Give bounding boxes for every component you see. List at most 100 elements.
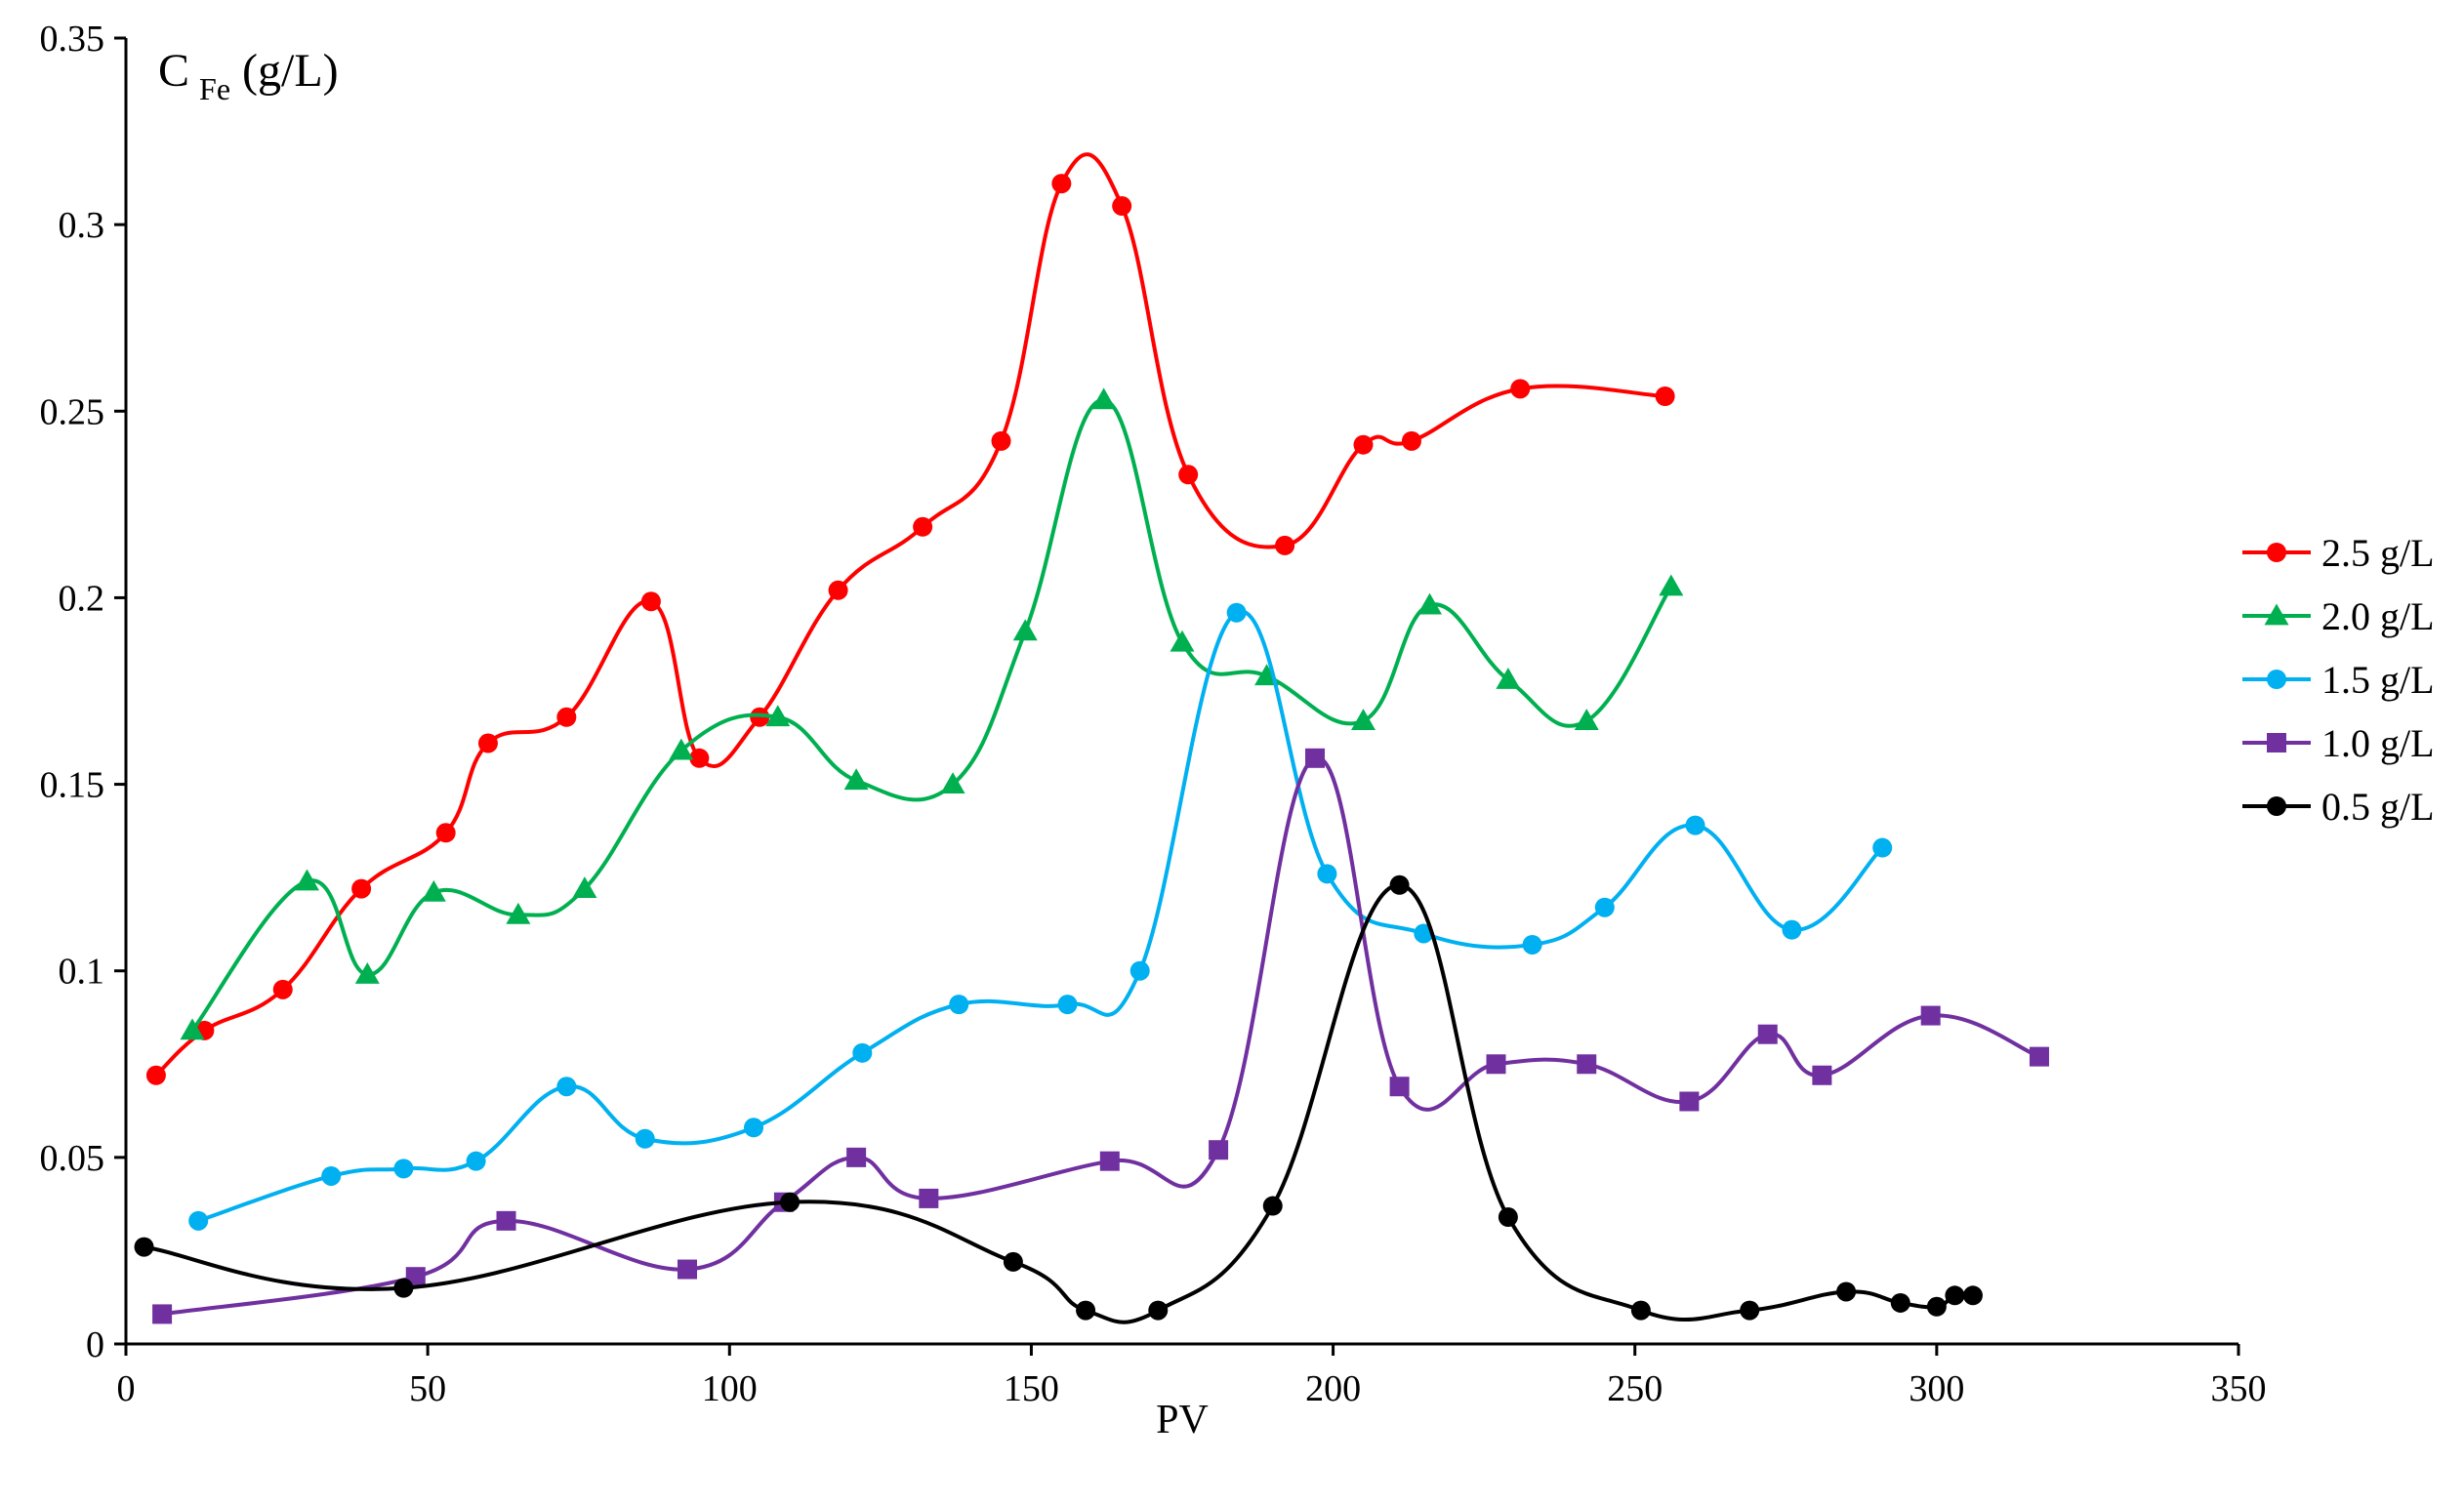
data-point [913, 516, 933, 537]
data-point [1655, 386, 1675, 406]
data-point [1926, 1296, 1947, 1317]
data-point [393, 1278, 414, 1298]
data-point [1209, 1140, 1229, 1160]
data-point [1401, 430, 1421, 451]
y-axis-label-main: C [158, 45, 189, 97]
x-tick-label: 350 [2211, 1368, 2267, 1409]
data-point [1812, 1065, 1832, 1085]
y-tick-label: 0.35 [40, 19, 105, 60]
x-tick-label: 300 [1909, 1368, 1964, 1409]
y-axis-label-subscript: Fe [199, 71, 230, 106]
data-point [1353, 434, 1374, 455]
data-point [351, 878, 372, 899]
y-tick-label: 0.15 [40, 765, 105, 806]
data-point [919, 1188, 939, 1208]
series-1-5-g-L [188, 602, 1893, 1231]
data-point [354, 962, 380, 984]
data-point [1679, 1091, 1700, 1112]
data-point [765, 705, 791, 727]
data-point [843, 768, 869, 791]
data-point [1486, 1054, 1506, 1075]
legend-marker [2267, 796, 2286, 816]
legend: 2.5 g/L 2.0 g/L 1.5 g/L 1.0 g/L 0.5 g/L [2242, 531, 2435, 829]
data-point [1051, 174, 1072, 194]
data-point [1178, 465, 1199, 485]
series-line [161, 755, 2040, 1317]
data-point [1757, 1024, 1778, 1044]
data-point [1091, 387, 1117, 410]
data-point [393, 1159, 414, 1179]
data-point [1496, 668, 1521, 689]
data-point [1003, 1251, 1023, 1272]
y-tick-label: 0.05 [40, 1138, 105, 1179]
data-point [1057, 995, 1078, 1015]
series-line [197, 609, 1884, 1223]
data-point [1317, 864, 1337, 884]
data-point [1659, 574, 1684, 596]
y-tick-label: 0.2 [59, 578, 105, 619]
series-line [144, 882, 1974, 1324]
data-point [466, 1151, 486, 1171]
legend-label: 1.5 g/L [2321, 658, 2435, 702]
legend-marker [2267, 543, 2286, 562]
data-point [188, 1210, 209, 1231]
data-point [1945, 1285, 1965, 1306]
data-point [1099, 1151, 1120, 1171]
data-point [1262, 1196, 1283, 1216]
data-point [1594, 897, 1615, 917]
data-point [1782, 919, 1802, 940]
data-point [145, 1065, 166, 1085]
series-2-0-g-L [180, 387, 1684, 1040]
data-point [678, 1259, 698, 1280]
y-axis-label-unit: (g/L) [242, 45, 339, 97]
y-axis-label: C Fe (g/L) [158, 45, 339, 106]
data-point [669, 738, 694, 760]
data-point [1076, 1300, 1096, 1321]
data-point [1012, 619, 1038, 641]
data-point [1920, 1005, 1941, 1026]
data-point [1630, 1300, 1651, 1321]
data-point [1890, 1292, 1910, 1313]
series-0-5-g-L [134, 875, 1983, 1324]
legend-marker [2267, 670, 2286, 689]
data-point [635, 1128, 655, 1149]
data-point [940, 772, 965, 793]
x-axis-label: PV [1156, 1398, 1209, 1443]
x-tick-label: 150 [1004, 1368, 1059, 1409]
y-tick-label: 0 [86, 1324, 104, 1365]
data-point [421, 879, 446, 902]
data-point [828, 580, 848, 600]
x-tick-label: 0 [117, 1368, 136, 1409]
data-point [640, 591, 661, 612]
legend-label: 1.0 g/L [2321, 721, 2435, 765]
data-point [1522, 934, 1542, 955]
y-tick-label: 0.3 [59, 205, 105, 246]
data-point [1389, 875, 1410, 895]
legend-label: 0.5 g/L [2321, 785, 2435, 829]
data-point [1836, 1281, 1857, 1302]
series-line [154, 152, 1665, 1078]
data-point [1685, 815, 1705, 835]
data-point [852, 1042, 873, 1063]
data-point [689, 748, 710, 768]
x-tick-label: 50 [409, 1368, 446, 1409]
data-point [180, 1018, 205, 1040]
data-point [556, 1077, 577, 1097]
data-point [2029, 1046, 2049, 1067]
series-2-5-g-L [145, 152, 1675, 1085]
data-point [506, 902, 531, 924]
data-point [1170, 630, 1195, 652]
x-tick-label: 250 [1607, 1368, 1663, 1409]
data-point [1577, 1054, 1597, 1075]
data-point [1740, 1300, 1760, 1321]
y-tick-label: 0.1 [59, 952, 105, 993]
data-point [1574, 709, 1599, 730]
data-point [272, 979, 293, 999]
legend-label: 2.0 g/L [2321, 594, 2435, 638]
data-point [1872, 837, 1893, 858]
data-point [846, 1147, 867, 1167]
data-point [1148, 1300, 1169, 1321]
data-point [1112, 196, 1132, 217]
data-point [435, 823, 456, 843]
